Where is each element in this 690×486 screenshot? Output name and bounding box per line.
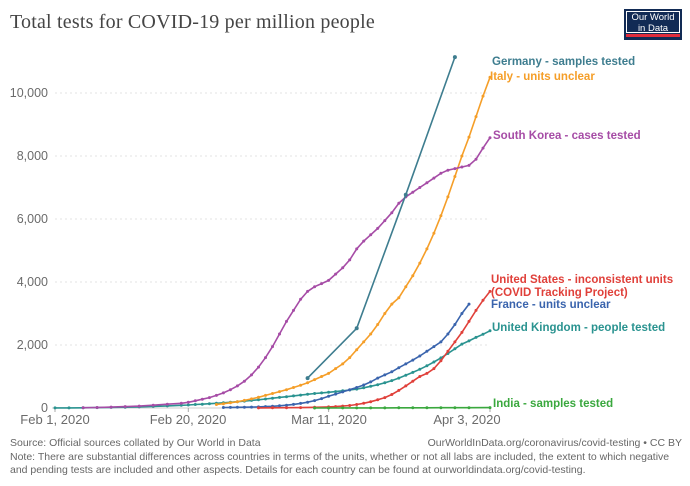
owid-logo-text: Our World in Data (626, 11, 680, 33)
x-tick-apr3: Apr 3, 2020 (433, 412, 501, 427)
y-tick-10000: 10,000 (9, 86, 48, 100)
y-tick-6000: 6,000 (16, 212, 48, 226)
x-tick-feb1: Feb 1, 2020 (20, 412, 90, 427)
series-line-france[interactable] (221, 302, 471, 409)
series-label-india[interactable]: India - samples tested (493, 398, 614, 410)
owid-logo[interactable]: Our World in Data (624, 9, 682, 40)
series-label-united-kingdom[interactable]: United Kingdom - people tested (492, 322, 666, 334)
series-line-united_states[interactable] (257, 289, 492, 410)
series-label-germany[interactable]: Germany - samples tested (492, 56, 636, 68)
series-label-south-korea[interactable]: South Korea - cases tested (493, 130, 641, 142)
series-line-italy[interactable] (214, 75, 492, 406)
series-line-india[interactable] (313, 406, 492, 410)
owid-logo-red-stripe (626, 34, 680, 37)
y-tick-4000: 4,000 (16, 275, 48, 289)
chart-title: Total tests for COVID-19 per million peo… (10, 11, 375, 33)
x-tick-mar11: Mar 11, 2020 (291, 412, 367, 427)
source-text: Source: Official sources collated by Our… (10, 437, 261, 449)
x-tick-feb20: Feb 20, 2020 (149, 412, 227, 427)
y-tick-2000: 2,000 (16, 338, 48, 352)
series-label-italy[interactable]: Italy - units unclear (490, 71, 595, 83)
footer-link[interactable]: OurWorldInData.org/coronavirus/covid-tes… (427, 437, 682, 449)
series-line-united_kingdom[interactable] (53, 329, 492, 410)
series-label-united-states[interactable]: United States - inconsistent units (COVI… (491, 274, 674, 299)
note-text: Note: There are substantial differences … (10, 451, 670, 476)
series-line-germany[interactable] (305, 55, 457, 381)
series-label-france[interactable]: France - units unclear (491, 299, 611, 311)
series-line-south_korea[interactable] (81, 136, 492, 410)
y-tick-8000: 8,000 (16, 149, 48, 163)
footer: Source: Official sources collated by Our… (10, 437, 682, 477)
y-tick-0: 0 (41, 401, 48, 415)
